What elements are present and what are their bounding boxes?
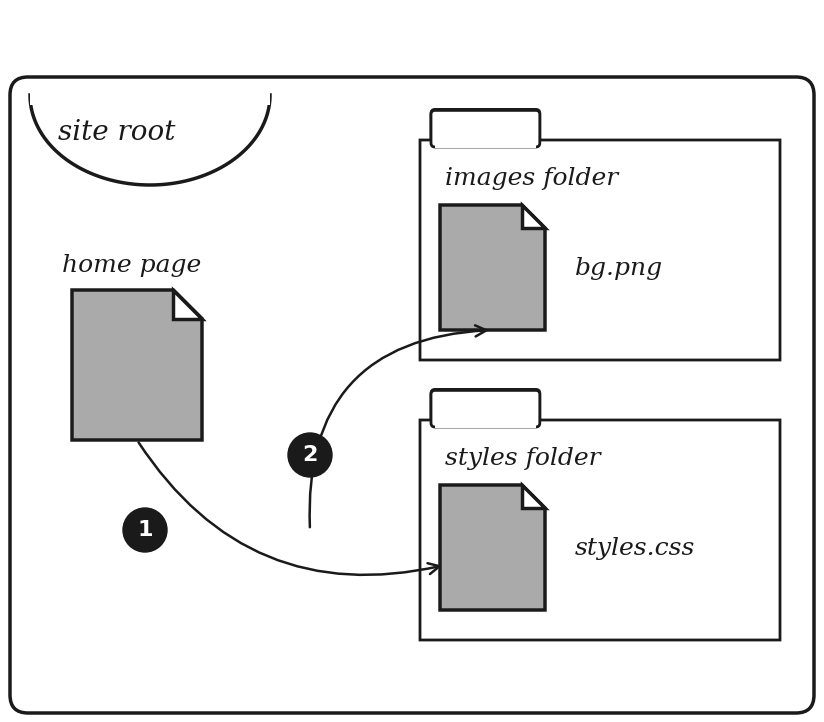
FancyBboxPatch shape (420, 420, 780, 640)
Polygon shape (440, 485, 545, 610)
FancyBboxPatch shape (420, 140, 780, 360)
Text: styles.css: styles.css (575, 537, 695, 560)
Polygon shape (173, 290, 202, 318)
FancyBboxPatch shape (431, 110, 540, 147)
Text: bg.png: bg.png (575, 257, 663, 280)
Bar (434, 140, 536, 148)
Polygon shape (30, 95, 270, 185)
Polygon shape (522, 205, 545, 228)
Circle shape (288, 433, 332, 477)
FancyBboxPatch shape (431, 389, 540, 430)
Circle shape (123, 508, 167, 552)
Bar (30, 90, 270, 105)
FancyBboxPatch shape (431, 110, 540, 150)
FancyBboxPatch shape (431, 391, 540, 427)
Text: 2: 2 (302, 445, 318, 465)
Text: styles folder: styles folder (445, 447, 601, 470)
Polygon shape (72, 290, 202, 440)
Polygon shape (522, 485, 545, 508)
Text: images folder: images folder (445, 167, 618, 190)
Text: site root: site root (58, 119, 176, 146)
Bar (434, 420, 536, 428)
Text: 1: 1 (138, 520, 152, 540)
Text: home page: home page (62, 254, 201, 277)
FancyBboxPatch shape (10, 77, 814, 713)
Bar (435, 418, 536, 428)
Bar (435, 138, 536, 148)
Polygon shape (440, 205, 545, 330)
